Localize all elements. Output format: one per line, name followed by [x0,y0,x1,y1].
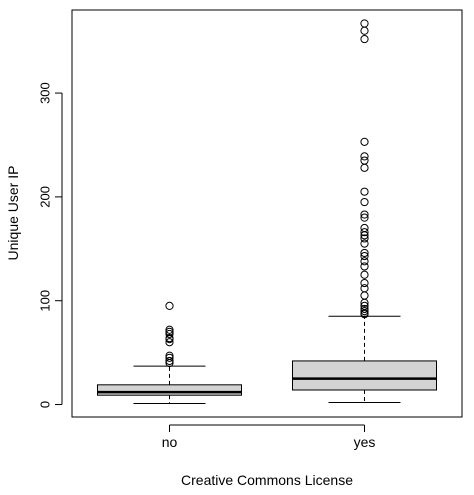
outlier-point [360,163,369,172]
y-tick-label: 200 [37,186,52,208]
plot-frame [71,9,463,418]
outlier-point [165,351,174,360]
outlier-point [360,197,369,207]
outlier-point [360,306,369,316]
outlier-point [360,278,369,288]
outlier-point [165,327,174,336]
outlier-point [360,213,369,222]
outlier-point [360,210,369,219]
outlier-point [165,325,174,334]
outlier-point [165,333,174,343]
outlier-point [360,137,369,146]
outlier-point [165,329,174,339]
outlier-point [360,152,369,161]
outlier-point [360,34,369,44]
y-tick-label: 0 [37,401,52,408]
outlier-point [165,301,174,311]
x-tick-label: yes [354,434,376,450]
outlier-point [360,234,369,243]
iqr-box [97,384,242,396]
outlier-point [360,284,369,293]
y-tick-label: 100 [37,290,52,312]
outlier-point [360,257,369,266]
outlier-point [360,291,369,300]
x-axis: no yes [162,424,376,450]
box-group-yes [292,19,437,403]
outlier-point [360,251,369,261]
y-axis: 0 100 200 300 [37,82,63,408]
y-tick-label: 300 [37,82,52,104]
iqr-box [292,360,437,391]
outlier-point [360,262,369,271]
x-axis-label: Creative Commons License [181,472,353,488]
outlier-point [165,356,174,366]
outlier-point [165,353,174,362]
outlier-point [360,26,369,35]
x-tick-label: no [162,434,178,450]
box-groups [97,19,437,405]
outlier-point [360,304,369,314]
outlier-point [360,156,369,165]
box-group-no [97,301,242,405]
y-axis-label: Unique User IP [5,166,21,261]
outlier-point [360,19,369,28]
outlier-point [360,228,369,237]
outlier-point [360,270,369,279]
outlier-point [360,248,369,258]
outlier-point [165,338,174,347]
outlier-point [360,223,369,233]
outlier-point [360,239,369,248]
outlier-point [360,187,369,196]
outlier-point [360,301,369,311]
